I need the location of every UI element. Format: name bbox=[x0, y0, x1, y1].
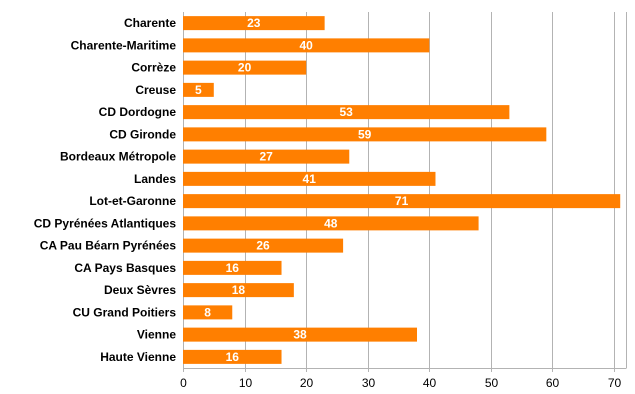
data-label: 38 bbox=[293, 328, 307, 342]
bar bbox=[183, 171, 436, 186]
bar bbox=[183, 283, 294, 298]
data-label: 71 bbox=[395, 194, 409, 208]
bar bbox=[183, 16, 325, 31]
bar bbox=[183, 127, 547, 142]
bar bbox=[183, 105, 510, 120]
bar bbox=[183, 260, 282, 275]
category-label: CA Pays Basques bbox=[74, 261, 176, 275]
bar bbox=[183, 305, 233, 320]
x-tick-label: 20 bbox=[300, 376, 314, 390]
data-label: 53 bbox=[340, 105, 354, 119]
category-label: Deux Sèvres bbox=[104, 283, 176, 297]
x-tick-label: 0 bbox=[180, 376, 187, 390]
data-label: 40 bbox=[299, 38, 313, 52]
category-label: CA Pau Béarn Pyrénées bbox=[40, 239, 177, 253]
category-label: Lot-et-Garonne bbox=[89, 194, 176, 208]
category-label: Corrèze bbox=[131, 61, 176, 75]
x-axis-ticks: 0 10 20 30 40 50 60 70 bbox=[180, 376, 621, 390]
bar bbox=[183, 149, 350, 164]
x-tick-label: 60 bbox=[546, 376, 560, 390]
data-label: 16 bbox=[226, 261, 240, 275]
data-label: 20 bbox=[238, 61, 252, 75]
category-label: Charente-Maritime bbox=[71, 38, 177, 52]
x-tick-label: 50 bbox=[485, 376, 499, 390]
bars-layer bbox=[183, 16, 621, 364]
category-label: CD Pyrénées Atlantiques bbox=[34, 216, 177, 230]
category-label: CD Dordogne bbox=[99, 105, 177, 119]
data-label: 8 bbox=[204, 305, 211, 319]
bar bbox=[183, 60, 307, 75]
category-label: CD Gironde bbox=[109, 127, 176, 141]
data-label: 27 bbox=[259, 150, 273, 164]
bar bbox=[183, 194, 621, 209]
data-label: 48 bbox=[324, 216, 338, 230]
category-label: CU Grand Poitiers bbox=[73, 305, 177, 319]
data-label: 23 bbox=[247, 16, 261, 30]
data-label: 59 bbox=[358, 127, 372, 141]
category-label: Creuse bbox=[135, 83, 176, 97]
category-labels: Charente Charente-Maritime Corrèze Creuse CD… bbox=[34, 16, 177, 364]
bar bbox=[183, 349, 282, 364]
data-label: 41 bbox=[303, 172, 317, 186]
bar bbox=[183, 82, 214, 97]
bar bbox=[183, 327, 418, 342]
category-label: Haute Vienne bbox=[100, 350, 176, 364]
bar bbox=[183, 238, 344, 253]
bar bbox=[183, 38, 430, 53]
bar bbox=[183, 216, 479, 231]
category-label: Charente bbox=[124, 16, 176, 30]
x-tick-label: 30 bbox=[362, 376, 376, 390]
category-label: Vienne bbox=[137, 328, 176, 342]
data-label: 18 bbox=[232, 283, 246, 297]
x-tick-label: 10 bbox=[239, 376, 253, 390]
x-tick-label: 40 bbox=[423, 376, 437, 390]
category-label: Bordeaux Métropole bbox=[60, 150, 176, 164]
data-label: 26 bbox=[256, 239, 270, 253]
data-label: 5 bbox=[195, 83, 202, 97]
category-label: Landes bbox=[134, 172, 176, 186]
x-tick-label: 70 bbox=[608, 376, 622, 390]
data-label: 16 bbox=[226, 350, 240, 364]
data-labels: 23 40 20 5 53 59 27 41 71 48 26 16 18 8 38 16 bbox=[195, 16, 409, 364]
